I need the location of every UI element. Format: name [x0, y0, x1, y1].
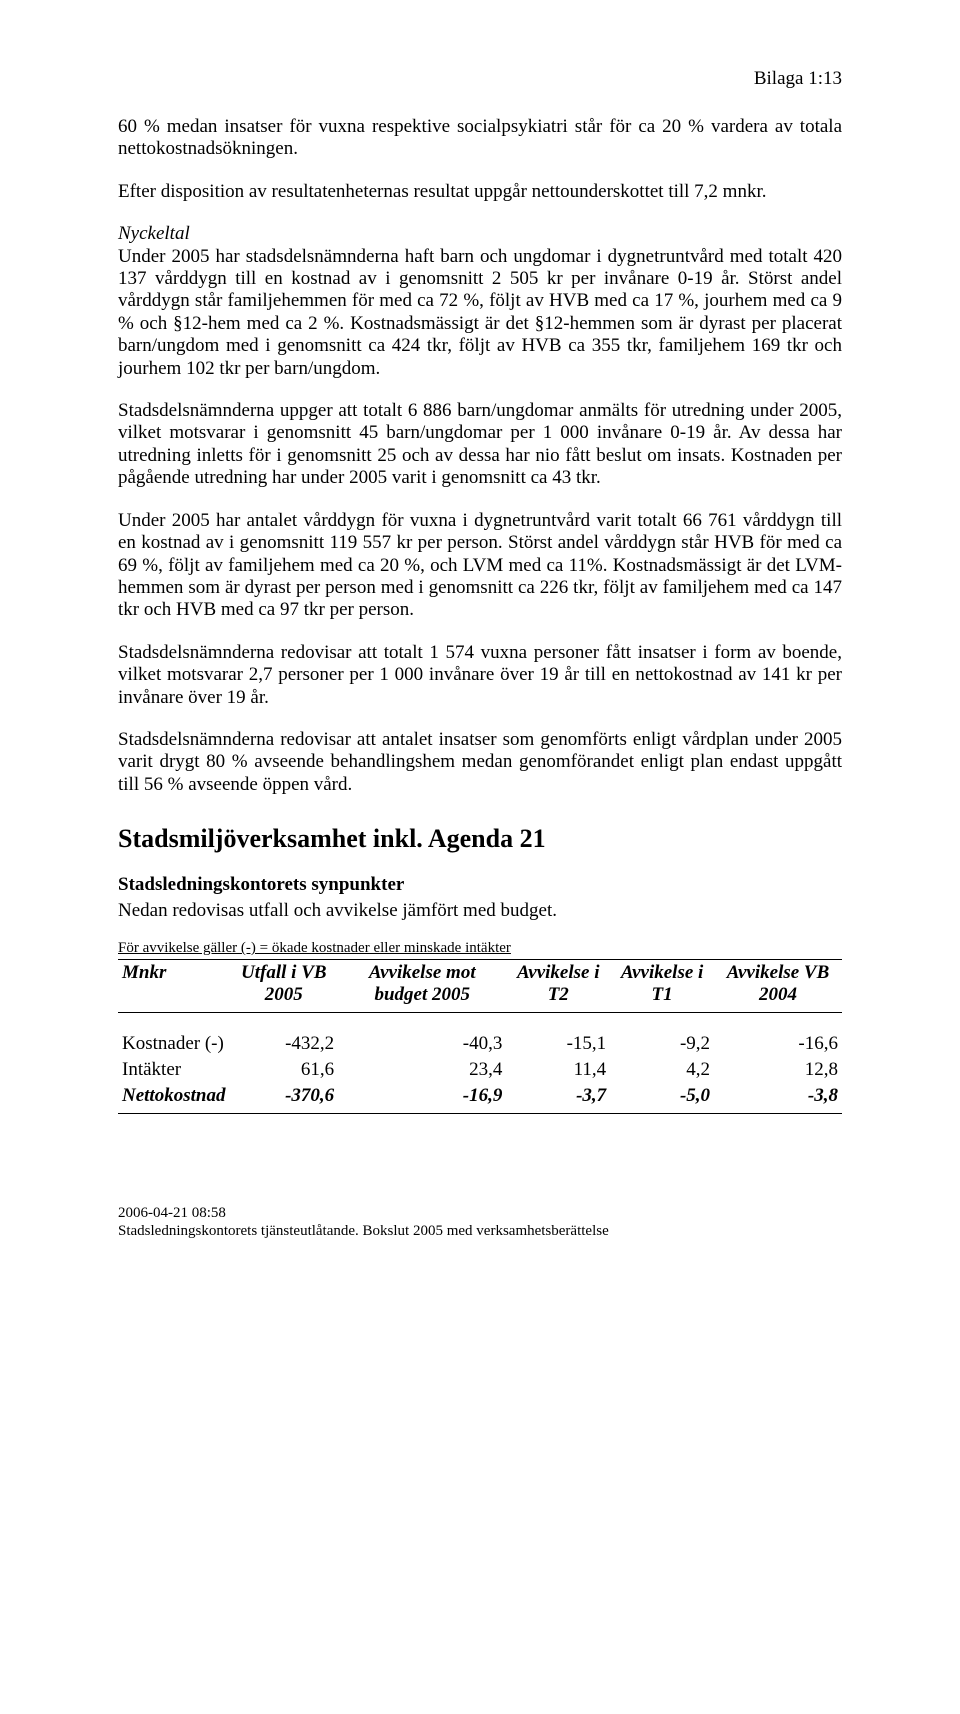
row-label-netto: Nettokostnad	[118, 1083, 229, 1114]
table-caption: För avvikelse gäller (-) = ökade kostnad…	[118, 940, 842, 957]
cell: -3,8	[714, 1083, 842, 1114]
cell: -3,7	[506, 1083, 610, 1114]
nyckeltal-label: Nyckeltal	[118, 223, 190, 244]
paragraph-4: Stadsdelsnämnderna uppger att totalt 6 8…	[118, 400, 842, 490]
table-header-row: Mnkr Utfall i VB 2005 Avvikelse mot budg…	[118, 960, 842, 1013]
section-subheading: Stadsledningskontorets synpunkter	[118, 874, 842, 896]
paragraph-5: Under 2005 har antalet vårddygn för vuxn…	[118, 510, 842, 622]
paragraph-3: Nyckeltal Under 2005 har stadsdelsnämnde…	[118, 223, 842, 380]
col-avv-vb2004: Avvikelse VB 2004	[714, 960, 842, 1013]
paragraph-2: Efter disposition av resultatenheternas …	[118, 181, 842, 203]
col-avv-budget: Avvikelse mot budget 2005	[338, 960, 506, 1013]
table-row: Kostnader (-) -432,2 -40,3 -15,1 -9,2 -1…	[118, 1031, 842, 1057]
document-page: Bilaga 1:13 60 % medan insatser för vuxn…	[0, 0, 960, 1290]
cell: -432,2	[229, 1031, 338, 1057]
table-row: Intäkter 61,6 23,4 11,4 4,2 12,8	[118, 1057, 842, 1083]
row-label: Intäkter	[118, 1057, 229, 1083]
section-intro: Nedan redovisas utfall och avvikelse jäm…	[118, 900, 842, 922]
cell: 61,6	[229, 1057, 338, 1083]
paragraph-6: Stadsdelsnämnderna redovisar att totalt …	[118, 642, 842, 709]
cell: 11,4	[506, 1057, 610, 1083]
col-avv-t1: Avvikelse i T1	[610, 960, 714, 1013]
col-mnkr: Mnkr	[118, 960, 229, 1013]
section-heading: Stadsmiljöverksamhet inkl. Agenda 21	[118, 824, 842, 854]
col-avv-t2: Avvikelse i T2	[506, 960, 610, 1013]
footer-source: Stadsledningskontorets tjänsteutlåtande.…	[118, 1222, 842, 1240]
table-spacer	[118, 1013, 842, 1032]
page-header-right: Bilaga 1:13	[118, 68, 842, 90]
row-label: Kostnader (-)	[118, 1031, 229, 1057]
page-footer: 2006-04-21 08:58 Stadsledningskontorets …	[118, 1204, 842, 1240]
cell: -16,6	[714, 1031, 842, 1057]
cell: 23,4	[338, 1057, 506, 1083]
table-row-netto: Nettokostnad -370,6 -16,9 -3,7 -5,0 -3,8	[118, 1083, 842, 1114]
cell: -9,2	[610, 1031, 714, 1057]
cell: -370,6	[229, 1083, 338, 1114]
footer-timestamp: 2006-04-21 08:58	[118, 1204, 842, 1222]
col-utfall: Utfall i VB 2005	[229, 960, 338, 1013]
cell: -16,9	[338, 1083, 506, 1114]
cell: 12,8	[714, 1057, 842, 1083]
paragraph-1: 60 % medan insatser för vuxna respektive…	[118, 116, 842, 161]
paragraph-3-body: Under 2005 har stadsdelsnämnderna haft b…	[118, 246, 842, 379]
cell: -15,1	[506, 1031, 610, 1057]
cell: -5,0	[610, 1083, 714, 1114]
paragraph-7: Stadsdelsnämnderna redovisar att antalet…	[118, 729, 842, 796]
cell: 4,2	[610, 1057, 714, 1083]
budget-table: Mnkr Utfall i VB 2005 Avvikelse mot budg…	[118, 959, 842, 1114]
cell: -40,3	[338, 1031, 506, 1057]
